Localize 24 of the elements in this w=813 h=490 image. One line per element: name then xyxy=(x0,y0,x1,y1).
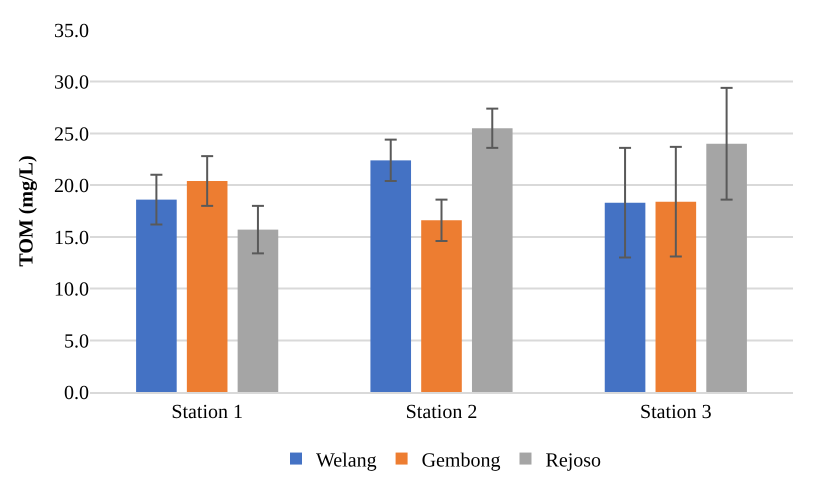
x-tick-label: Station 2 xyxy=(406,401,478,423)
y-tick-label: 10.0 xyxy=(54,278,89,301)
y-tick-label: 5.0 xyxy=(64,330,89,352)
bar xyxy=(656,202,696,392)
x-tick-label: Station 3 xyxy=(640,401,712,423)
bar xyxy=(186,181,228,392)
legend-label: Gembong xyxy=(422,449,500,472)
legend-label: Welang xyxy=(316,449,377,472)
bar xyxy=(472,128,513,392)
y-tick-label: 25.0 xyxy=(54,123,89,146)
bar xyxy=(370,160,412,392)
bar xyxy=(136,200,177,392)
y-tick-label: 30.0 xyxy=(54,72,89,94)
legend-label: Rejoso xyxy=(545,449,602,472)
y-tick-label: 35.0 xyxy=(54,20,89,42)
bar xyxy=(238,230,278,392)
y-tick-label: 20.0 xyxy=(54,175,89,198)
x-tick-label: Station 1 xyxy=(171,401,244,423)
y-axis-title: TOM (mg/L) xyxy=(16,155,38,267)
bar xyxy=(706,144,747,392)
bar xyxy=(604,202,646,392)
y-tick-label: 0.0 xyxy=(64,382,89,404)
y-tick-label: 15.0 xyxy=(54,226,89,249)
bar xyxy=(421,220,462,392)
